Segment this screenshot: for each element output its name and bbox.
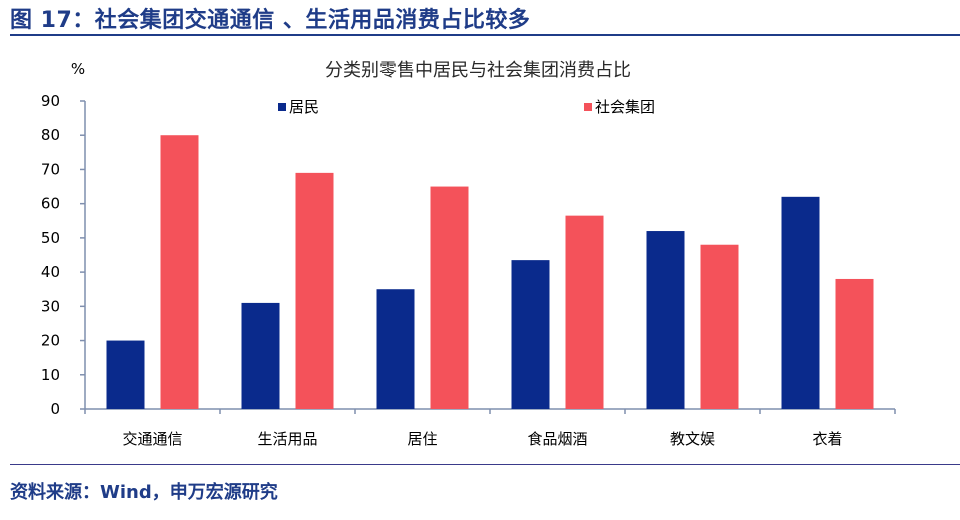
bar-居民-交通通信	[106, 340, 145, 409]
bar-居民-居住	[376, 289, 415, 409]
y-tick-label: 90	[41, 92, 60, 110]
y-tick-label: 40	[41, 263, 60, 281]
y-tick-label: 0	[50, 400, 60, 418]
y-tick-label: 30	[41, 297, 60, 315]
bars	[106, 135, 874, 409]
bar-社会集团-教文娱	[700, 244, 739, 409]
bar-社会集团-交通通信	[160, 135, 199, 409]
bar-社会集团-居住	[430, 186, 469, 409]
header-rule	[10, 34, 960, 36]
y-tick-label: 60	[41, 195, 60, 213]
x-category-label: 交通通信	[122, 430, 182, 448]
bar-居民-衣着	[781, 196, 820, 409]
figure-title: 图 17：社会集团交通通信 、生活用品消费占比较多	[10, 8, 531, 33]
y-axis: 0 10 20 30 40 50 60 70 80 90	[41, 92, 86, 418]
y-tick-label: 10	[41, 366, 60, 384]
y-tick-label: 70	[41, 160, 60, 178]
legend-swatch	[278, 103, 286, 111]
figure-header: 图 17：社会集团交通通信 、生活用品消费占比较多	[0, 0, 960, 36]
x-category-label: 食品烟酒	[527, 430, 587, 448]
bar-社会集团-衣着	[835, 278, 874, 409]
y-tick-label: 50	[41, 229, 60, 247]
bar-社会集团-食品烟酒	[565, 215, 604, 409]
x-category-label: 衣着	[812, 430, 842, 448]
legend-swatch	[584, 103, 592, 111]
x-category-label: 教文娱	[670, 430, 715, 448]
legend-label: 居民	[289, 98, 319, 116]
footer-rule	[10, 464, 960, 465]
chart-title: 分类别零售中居民与社会集团消费占比	[325, 60, 631, 81]
source-note: 资料来源：Wind，申万宏源研究	[10, 482, 278, 503]
bar-居民-教文娱	[646, 231, 685, 409]
bar-居民-生活用品	[241, 302, 280, 409]
y-axis-unit-label: %	[71, 60, 85, 78]
legend: 居民 社会集团	[278, 98, 655, 116]
bar-社会集团-生活用品	[295, 172, 334, 409]
y-tick-label: 20	[41, 332, 60, 350]
x-category-label: 生活用品	[257, 430, 317, 448]
x-category-label: 居住	[407, 430, 437, 448]
bar-chart: 分类别零售中居民与社会集团消费占比 % 居民 社会集团 0 10 20 30 40 50 60…	[41, 60, 896, 448]
legend-label: 社会集团	[595, 98, 655, 116]
y-tick-label: 80	[41, 126, 60, 144]
bar-居民-食品烟酒	[511, 260, 550, 409]
x-axis: 交通通信 生活用品 居住 食品烟酒 教文娱 衣着	[84, 408, 896, 448]
